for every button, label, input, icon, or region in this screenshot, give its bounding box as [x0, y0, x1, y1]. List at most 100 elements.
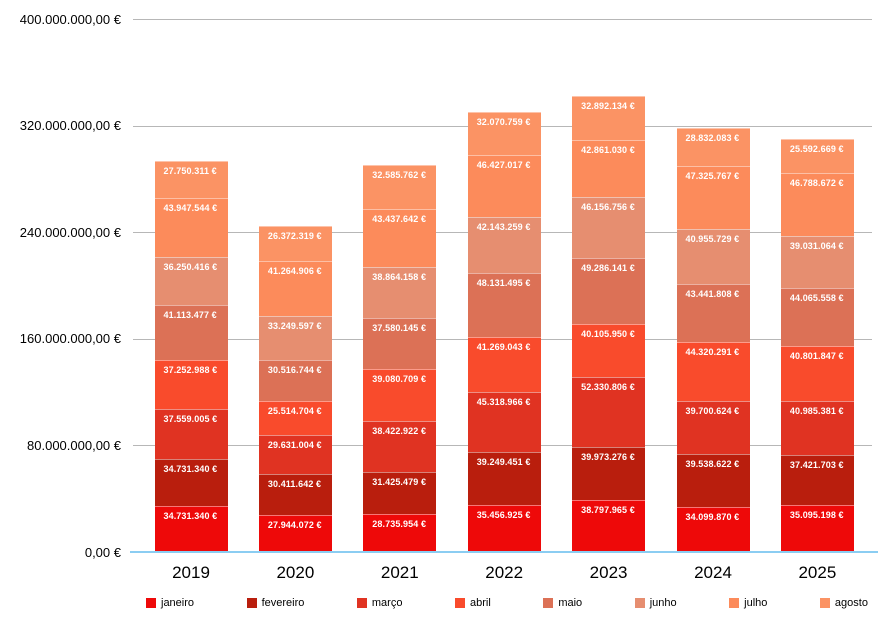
bar-segment-junho-2025[interactable]: 39.031.064 € — [780, 235, 854, 288]
bar-segment-value-label: 29.631.004 € — [267, 439, 322, 450]
bar-segment-value-label: 38.797.965 € — [581, 505, 635, 516]
bar-segment-value-label: 39.249.451 € — [476, 457, 531, 468]
legend-label: abril — [469, 597, 491, 609]
bar-segment-abril-2019[interactable]: 37.252.988 € — [154, 359, 228, 410]
legend-item-maio[interactable]: maio — [543, 597, 582, 609]
bar-segment-junho-2019[interactable]: 36.250.416 € — [154, 256, 228, 305]
bar-segment-value-label: 41.113.477 € — [163, 309, 217, 320]
bar-segment-fevereiro-2020[interactable]: 30.411.642 € — [258, 474, 332, 515]
bar-segment-janeiro-2019[interactable]: 34.731.340 € — [154, 505, 228, 552]
y-axis-tick-label: 80.000.000,00 € — [27, 437, 121, 453]
bar-segment-julho-2021[interactable]: 43.437.642 € — [363, 208, 437, 267]
bar-segment-março-2020[interactable]: 29.631.004 € — [258, 434, 332, 475]
bar-segment-julho-2019[interactable]: 43.947.544 € — [154, 198, 228, 257]
legend-swatch-icon — [454, 598, 465, 608]
bar-segment-value-label: 34.099.870 € — [685, 511, 740, 522]
bar-segment-fevereiro-2025[interactable]: 37.421.703 € — [780, 455, 854, 506]
bar-segment-junho-2024[interactable]: 40.955.729 € — [676, 229, 750, 285]
bar-segment-value-label: 31.425.479 € — [372, 476, 427, 487]
bar-segment-fevereiro-2019[interactable]: 34.731.340 € — [154, 459, 228, 506]
bar-segment-janeiro-2022[interactable]: 35.456.925 € — [467, 504, 541, 552]
bar-segment-março-2021[interactable]: 38.422.922 € — [363, 420, 437, 472]
legend-item-julho[interactable]: julho — [729, 597, 767, 609]
bar-segment-março-2019[interactable]: 37.559.005 € — [154, 409, 228, 460]
bar-segment-janeiro-2025[interactable]: 35.095.198 € — [780, 505, 854, 552]
bar-segment-fevereiro-2022[interactable]: 39.249.451 € — [467, 452, 541, 505]
bar-segment-julho-2020[interactable]: 41.264.906 € — [258, 260, 332, 316]
bar-segment-value-label: 52.330.806 € — [581, 382, 635, 393]
gridline — [133, 19, 872, 20]
x-axis-year-label: 2020 — [276, 563, 315, 582]
bar-segment-julho-2022[interactable]: 46.427.017 € — [467, 154, 541, 217]
bar-segment-julho-2023[interactable]: 42.861.030 € — [572, 139, 646, 197]
bar-segment-value-label: 34.731.340 € — [163, 510, 218, 521]
bar-segment-março-2024[interactable]: 39.700.624 € — [676, 400, 750, 454]
bar-segment-maio-2020[interactable]: 30.516.744 € — [258, 360, 332, 401]
bar-segment-março-2025[interactable]: 40.985.381 € — [780, 400, 854, 456]
bar-segment-agosto-2019[interactable]: 27.750.311 € — [154, 161, 228, 199]
chart-legend: janeiro fevereiro março abril maio junho julho… — [146, 597, 868, 609]
legend-item-março[interactable]: março — [356, 597, 403, 609]
bar-segment-agosto-2024[interactable]: 28.832.083 € — [676, 127, 750, 167]
bar-segment-agosto-2021[interactable]: 32.585.762 € — [363, 165, 437, 209]
bar-segment-fevereiro-2024[interactable]: 39.538.622 € — [676, 453, 750, 507]
bar-segment-value-label: 37.252.988 € — [163, 364, 218, 375]
bar-segment-value-label: 46.788.672 € — [789, 178, 844, 189]
bar-segment-abril-2023[interactable]: 40.105.950 € — [572, 323, 646, 378]
legend-swatch-icon — [819, 598, 830, 608]
bar-segment-value-label: 39.973.276 € — [581, 452, 635, 463]
x-axis-year-label: 2022 — [485, 563, 524, 582]
bar-segment-junho-2021[interactable]: 38.864.158 € — [363, 266, 437, 319]
bar-segment-value-label: 34.731.340 € — [163, 464, 218, 475]
legend-item-janeiro[interactable]: janeiro — [146, 597, 194, 609]
bar-segment-value-label: 43.947.544 € — [163, 203, 218, 214]
legend-item-abril[interactable]: abril — [454, 597, 491, 609]
bar-segment-agosto-2023[interactable]: 32.892.134 € — [572, 95, 646, 140]
bar-segment-value-label: 25.592.669 € — [789, 144, 844, 155]
bar-segment-value-label: 37.559.005 € — [163, 414, 218, 425]
bar-segment-julho-2024[interactable]: 47.325.767 € — [676, 166, 750, 230]
bar-segment-março-2023[interactable]: 52.330.806 € — [572, 377, 646, 448]
bar-segment-abril-2022[interactable]: 41.269.043 € — [467, 337, 541, 393]
bar-segment-junho-2022[interactable]: 42.143.259 € — [467, 216, 541, 273]
bar-segment-abril-2024[interactable]: 44.320.291 € — [676, 341, 750, 401]
bar-segment-fevereiro-2023[interactable]: 39.973.276 € — [572, 447, 646, 501]
bar-segment-value-label: 37.580.145 € — [372, 323, 427, 334]
bar-segment-junho-2023[interactable]: 46.156.756 € — [572, 196, 646, 259]
bar-segment-value-label: 37.421.703 € — [789, 460, 844, 471]
bar-segment-abril-2020[interactable]: 25.514.704 € — [258, 400, 332, 435]
bar-segment-maio-2025[interactable]: 44.065.558 € — [780, 287, 854, 347]
bar-segment-julho-2025[interactable]: 46.788.672 € — [780, 173, 854, 236]
bar-segment-maio-2022[interactable]: 48.131.495 € — [467, 272, 541, 338]
bar-segment-value-label: 30.516.744 € — [267, 365, 322, 376]
bar-segment-maio-2019[interactable]: 41.113.477 € — [154, 304, 228, 360]
legend-label: março — [371, 597, 403, 609]
y-axis-tick-label: 320.000.000,00 € — [19, 118, 121, 134]
bar-segment-janeiro-2023[interactable]: 38.797.965 € — [572, 500, 646, 552]
bar-segment-maio-2021[interactable]: 37.580.145 € — [363, 318, 437, 369]
legend-label: julho — [744, 597, 768, 609]
legend-label: agosto — [834, 597, 868, 609]
bar-segment-abril-2021[interactable]: 39.080.709 € — [363, 368, 437, 421]
bar-segment-março-2022[interactable]: 45.318.966 € — [467, 392, 541, 453]
bar-segment-value-label: 40.105.950 € — [581, 328, 635, 339]
bar-segment-maio-2024[interactable]: 43.441.808 € — [676, 284, 750, 342]
bar-segment-abril-2025[interactable]: 40.801.847 € — [780, 346, 854, 401]
bar-segment-fevereiro-2021[interactable]: 31.425.479 € — [363, 471, 437, 514]
bar-segment-janeiro-2021[interactable]: 28.735.954 € — [363, 513, 437, 552]
bar-segment-agosto-2022[interactable]: 32.070.759 € — [467, 112, 541, 155]
y-axis-tick-label: 240.000.000,00 € — [19, 224, 121, 240]
x-axis-year-label: 2021 — [380, 563, 419, 582]
bar-segment-junho-2020[interactable]: 33.249.597 € — [258, 315, 332, 361]
bar-segment-janeiro-2024[interactable]: 34.099.870 € — [676, 506, 750, 552]
legend-swatch-icon — [729, 598, 740, 608]
bar-segment-agosto-2025[interactable]: 25.592.669 € — [780, 139, 854, 174]
bar-segment-janeiro-2020[interactable]: 27.944.072 € — [258, 514, 332, 552]
legend-item-fevereiro[interactable]: fevereiro — [246, 597, 304, 609]
bar-segment-agosto-2020[interactable]: 26.372.319 € — [258, 225, 332, 261]
x-axis-year-label: 2019 — [172, 563, 210, 582]
legend-item-agosto[interactable]: agosto — [819, 597, 868, 609]
legend-item-junho[interactable]: junho — [634, 597, 677, 609]
bar-segment-maio-2023[interactable]: 49.286.141 € — [572, 258, 646, 324]
